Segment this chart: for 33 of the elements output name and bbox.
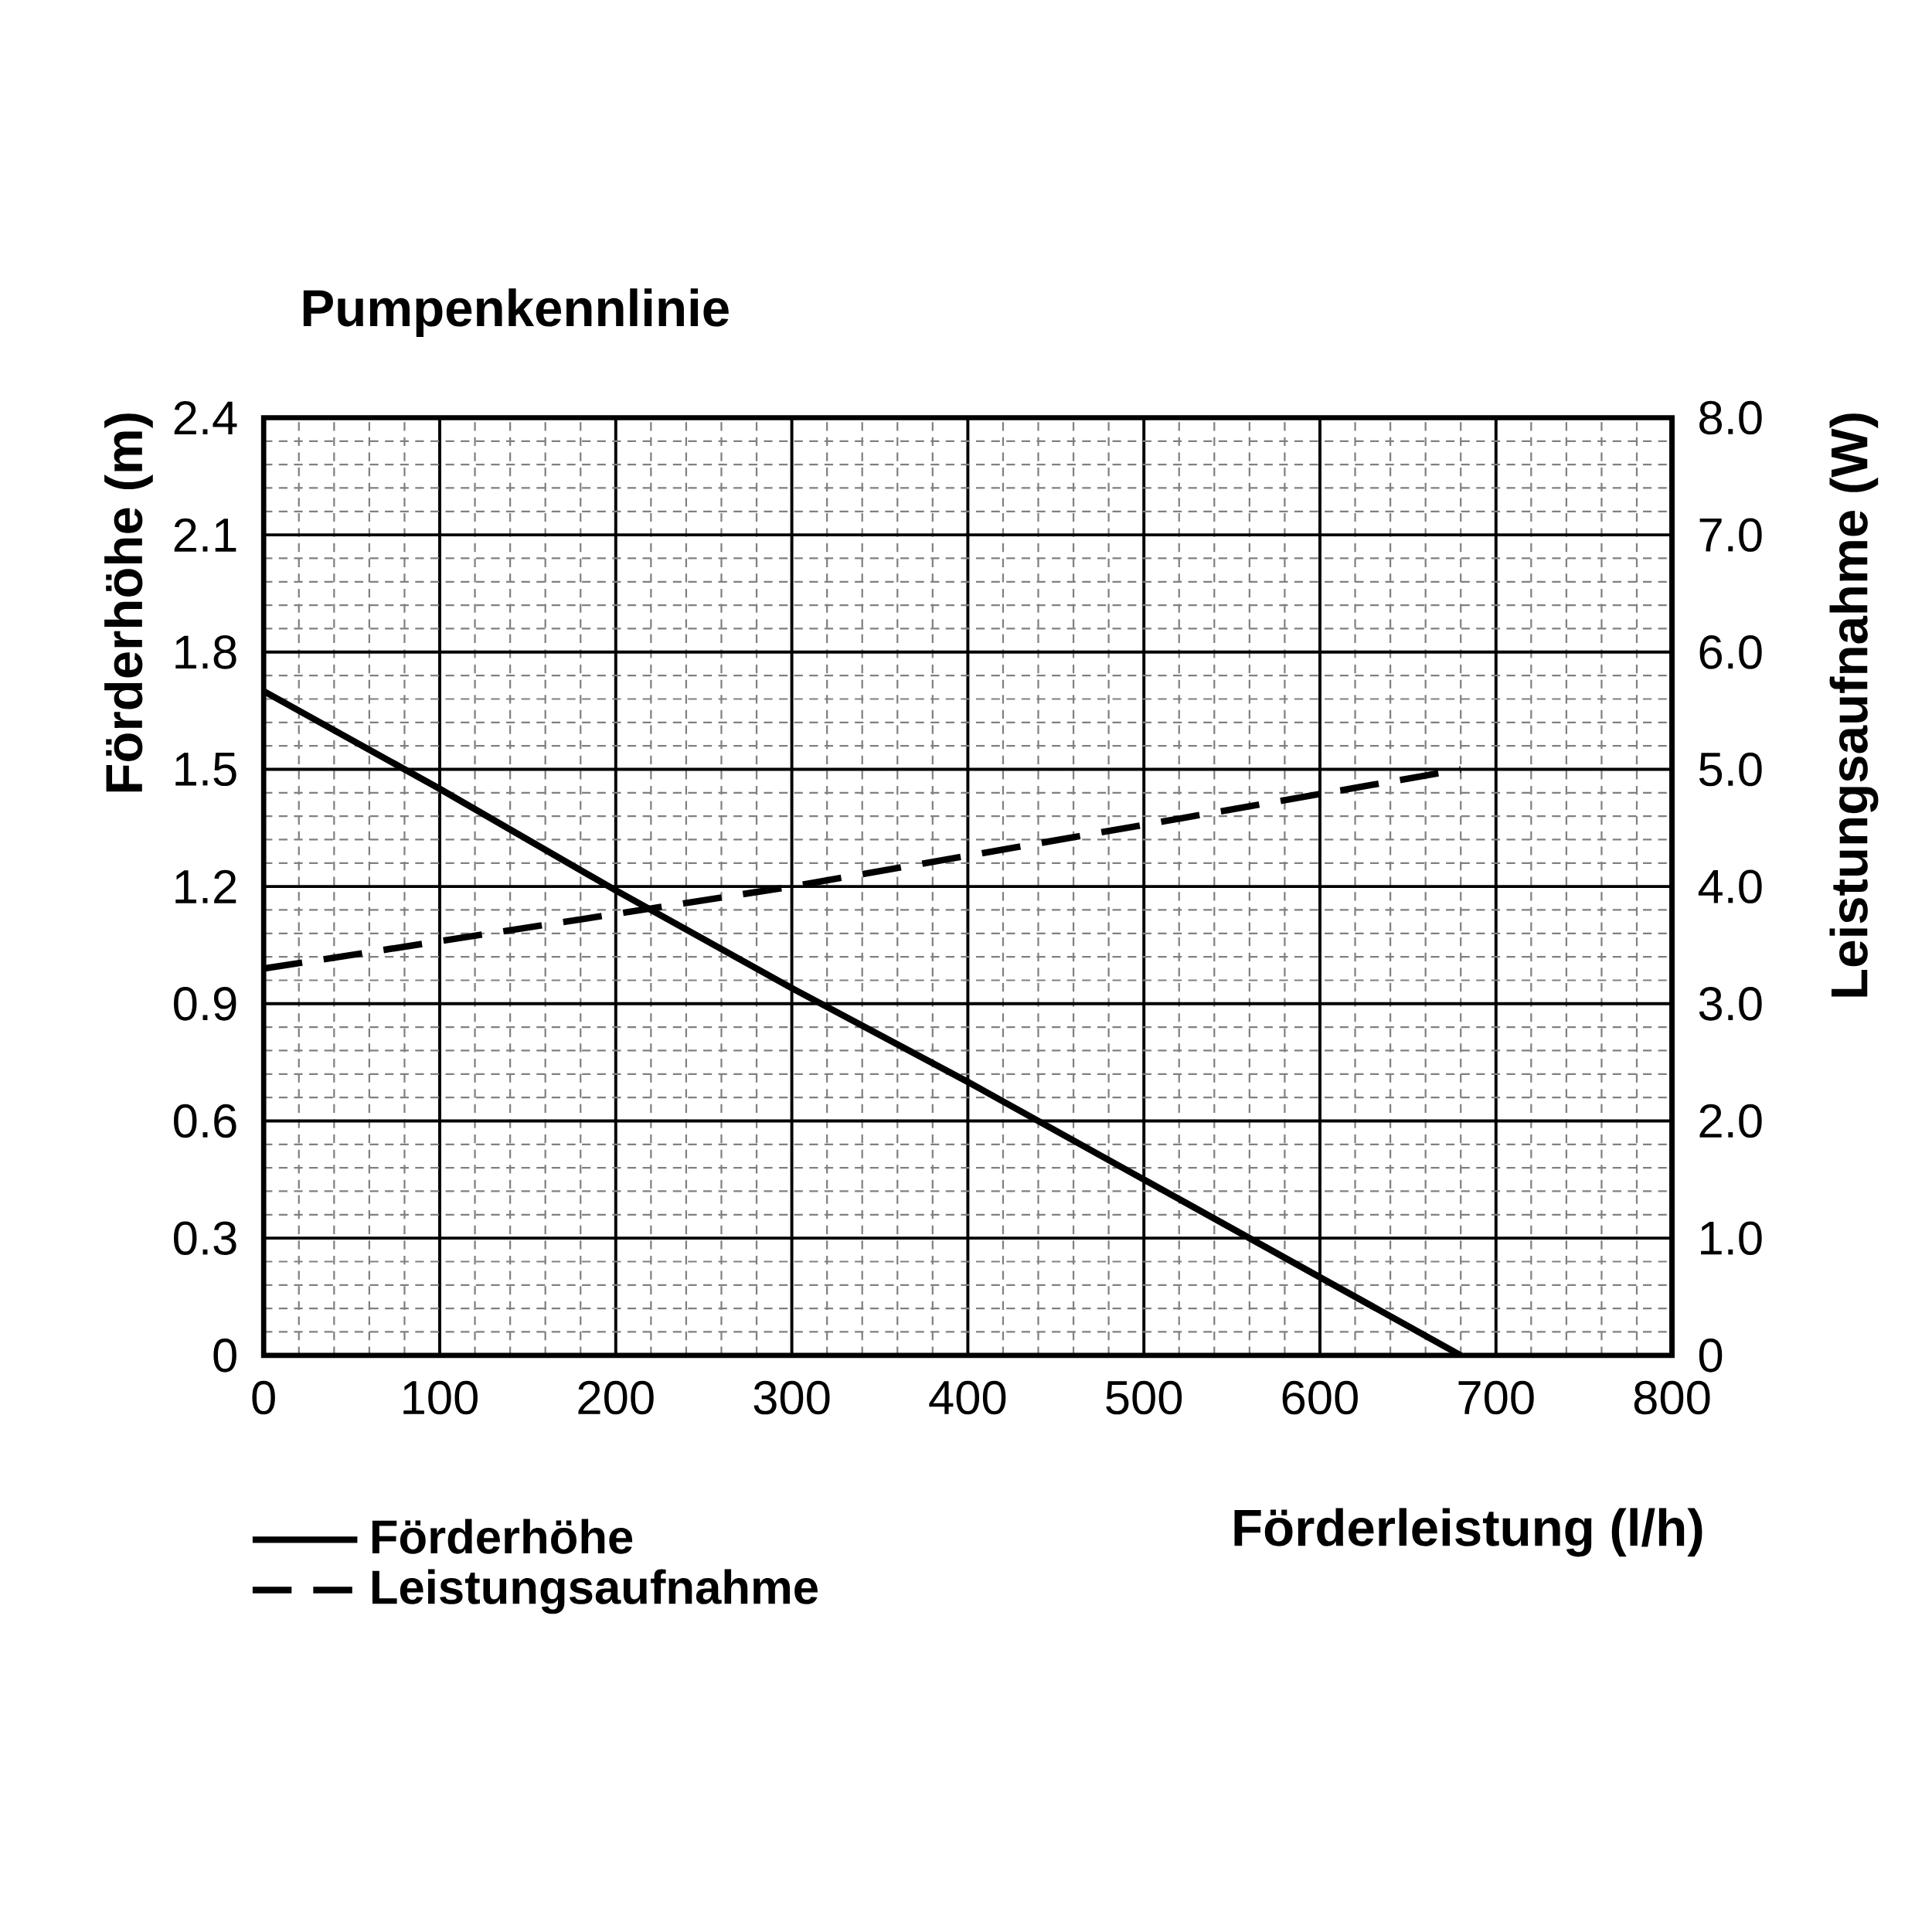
y2-tick-label: 0: [1699, 1338, 1723, 1372]
y2-tick-label: 8.0: [1699, 400, 1762, 435]
x-tick-label: 600: [1282, 1380, 1358, 1415]
y-axis-title: Förderhöhe (m): [104, 413, 153, 792]
x-tick-label: 800: [1634, 1380, 1710, 1415]
y-tick-label: 0: [213, 1338, 236, 1372]
x-tick-label: 700: [1458, 1380, 1534, 1415]
y2-tick-label: 4.0: [1698, 869, 1762, 903]
y2-tick-label: 1.0: [1701, 1221, 1762, 1255]
y-tick-label: 0.9: [174, 987, 236, 1021]
legend-label: Förderhöhe: [372, 1519, 633, 1554]
y-tick-label: 1.8: [175, 635, 236, 669]
y2-tick-label: 6.0: [1699, 635, 1762, 669]
x-tick-label: 100: [403, 1380, 478, 1415]
y2-tick-label: 5.0: [1699, 752, 1762, 787]
x-tick-label: 400: [929, 1380, 1006, 1415]
x-tick-label: 500: [1106, 1380, 1182, 1415]
y-tick-label: 0.3: [174, 1221, 236, 1255]
y-tick-label: 1.5: [175, 753, 236, 787]
x-axis-title: Förderleistung (l/h): [1234, 1508, 1702, 1557]
x-tick-label: 200: [578, 1380, 654, 1415]
y-tick-label: 2.4: [174, 401, 237, 435]
y-tick-label: 1.2: [175, 869, 236, 903]
x-tick-label: 300: [753, 1380, 830, 1415]
y2-axis-title: Leistungsaufnahme (W): [1829, 413, 1879, 997]
chart-title: Pumpenkennlinie: [303, 288, 729, 337]
legend-label: Leistungsaufnahme: [372, 1569, 818, 1614]
y2-tick-label: 7.0: [1699, 518, 1762, 553]
y2-tick-label: 2.0: [1699, 1104, 1762, 1138]
x-tick-label: 0: [252, 1380, 275, 1415]
y-tick-label: 0.6: [174, 1104, 236, 1138]
y-tick-label: 2.1: [174, 518, 236, 552]
y2-tick-label: 3.0: [1699, 987, 1762, 1021]
